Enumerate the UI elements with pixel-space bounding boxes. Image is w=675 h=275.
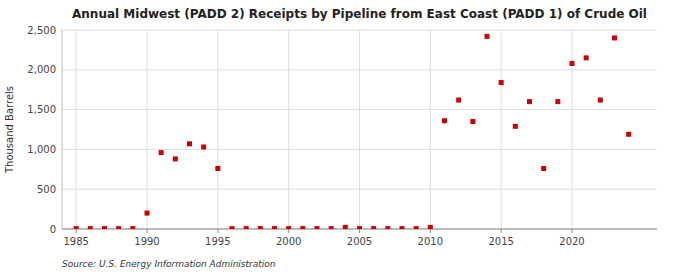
point [626, 132, 631, 137]
x-tick [147, 229, 148, 233]
point [300, 226, 305, 229]
x-tick-label: 2000 [276, 236, 301, 247]
point [88, 226, 93, 229]
point [102, 226, 107, 229]
point [428, 225, 433, 229]
point [456, 98, 461, 103]
point [173, 156, 178, 161]
point [385, 226, 390, 229]
x-grid-line [501, 30, 502, 229]
x-tick-label: 2005 [347, 236, 372, 247]
grid [62, 30, 657, 229]
point [159, 150, 164, 155]
x-tick [572, 229, 573, 233]
point [499, 80, 504, 85]
x-tick-label: 1985 [63, 236, 88, 247]
point [230, 226, 235, 229]
point [244, 226, 249, 229]
point [598, 98, 603, 103]
source: Source: U.S. Energy Information Administ… [62, 259, 276, 269]
x-tick [359, 229, 360, 233]
point [584, 55, 589, 60]
point [513, 124, 518, 129]
point [414, 226, 419, 229]
y-tick-label: 2,000 [27, 64, 56, 75]
y-tick-label: 500 [37, 184, 56, 195]
point [130, 226, 135, 229]
y-axis-line [62, 30, 63, 229]
point [343, 225, 348, 229]
x-tick [217, 229, 218, 233]
x-grid-line [359, 30, 360, 229]
y-axis-label: Thousand Barrels [4, 86, 15, 174]
point [442, 118, 447, 123]
point [286, 226, 291, 229]
x-tick [76, 229, 77, 233]
x-tick [288, 229, 289, 233]
x-grid-line [572, 30, 573, 229]
y-tick-label: 1,500 [27, 104, 56, 115]
x-grid-line [217, 30, 218, 229]
point [315, 226, 320, 229]
points [74, 34, 632, 229]
point [541, 166, 546, 171]
x-tick [501, 229, 502, 233]
point [201, 145, 206, 150]
x-grid-line [76, 30, 77, 229]
x-tick-label: 2015 [488, 236, 513, 247]
y-tick-label: 0 [50, 224, 56, 235]
x-tick-label: 1990 [134, 236, 159, 247]
y-tick-label: 2,500 [27, 25, 56, 36]
chart: Annual Midwest (PADD 2) Receipts by Pipe… [0, 0, 675, 275]
x-tick-label: 2010 [418, 236, 443, 247]
x-tick-label: 2020 [559, 236, 584, 247]
point [258, 226, 263, 229]
point [371, 226, 376, 229]
point [357, 226, 362, 229]
point [612, 35, 617, 40]
x-tick [430, 229, 431, 233]
title: Annual Midwest (PADD 2) Receipts by Pipe… [72, 7, 647, 21]
point [74, 226, 79, 229]
point [527, 99, 532, 104]
point [570, 61, 575, 66]
point [145, 211, 150, 216]
x-grid-line [288, 30, 289, 229]
point [215, 166, 220, 171]
point [116, 226, 121, 229]
y-tick-label: 1,000 [27, 144, 56, 155]
x-tick-label: 1995 [205, 236, 230, 247]
point [485, 34, 490, 39]
point [187, 141, 192, 146]
point [470, 119, 475, 124]
point [400, 226, 405, 229]
x-grid-line [430, 30, 431, 229]
x-grid-line [147, 30, 148, 229]
point [272, 226, 277, 229]
point [329, 226, 334, 229]
point [555, 99, 560, 104]
